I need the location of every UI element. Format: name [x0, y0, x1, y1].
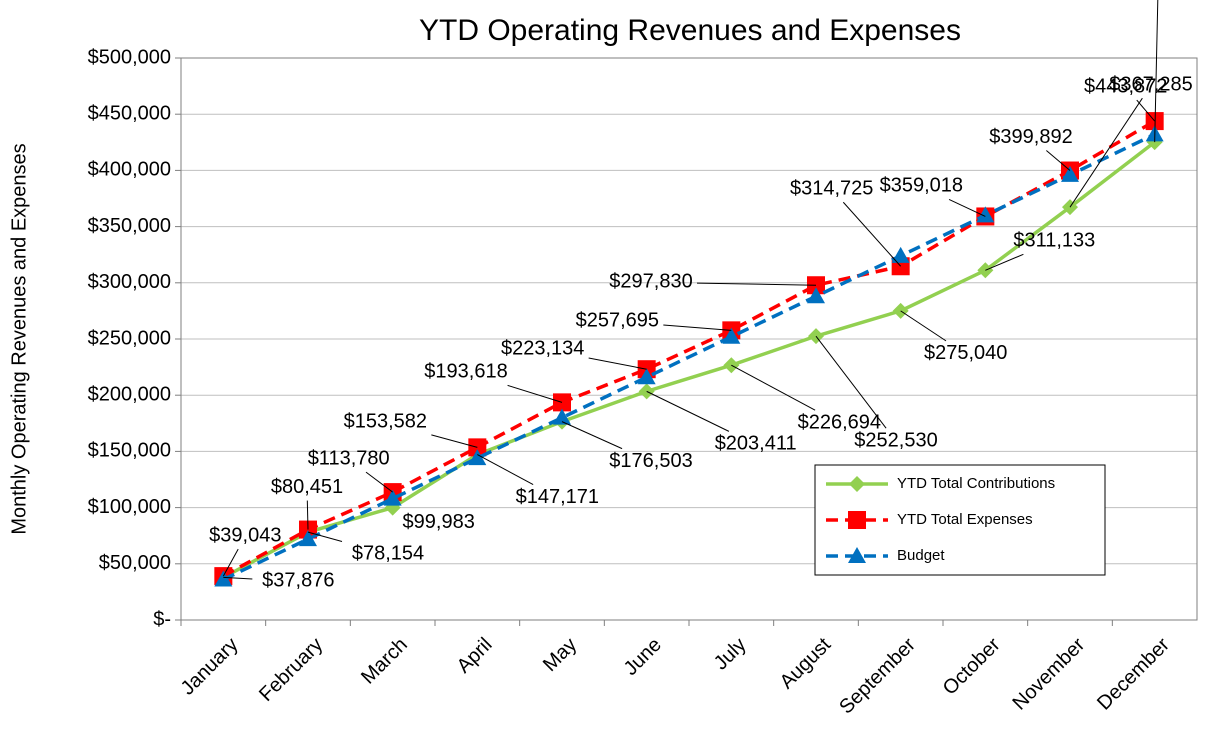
data-label: $443,872	[1084, 75, 1167, 97]
data-label: $297,830	[609, 271, 692, 293]
leader-line	[588, 357, 647, 370]
leader-line	[1154, 0, 1159, 143]
data-point	[383, 489, 402, 506]
data-label: $147,171	[516, 486, 599, 508]
leader-line	[985, 253, 1024, 271]
leader-line	[948, 199, 986, 217]
legend-label: YTD Total Expenses	[897, 511, 1033, 528]
x-tick-label: January	[177, 634, 243, 700]
x-tick-label: September	[835, 633, 920, 718]
data-label: $252,530	[854, 429, 937, 451]
data-label: $367,285	[1109, 73, 1192, 95]
y-tick-label: $50,000	[99, 552, 171, 574]
x-tick-label: August	[776, 633, 836, 693]
data-label: $314,725	[790, 178, 873, 200]
legend-label: YTD Total Contributions	[897, 475, 1055, 492]
leader-line	[663, 324, 732, 331]
x-tick-label: February	[255, 634, 327, 706]
y-tick-label: $-	[153, 608, 171, 630]
leader-line	[307, 531, 343, 542]
leader-line	[507, 384, 563, 403]
x-tick-label: July	[710, 634, 751, 675]
data-point	[891, 246, 910, 263]
legend-marker	[848, 547, 866, 563]
leader-line	[842, 201, 902, 267]
data-point	[976, 206, 995, 223]
data-point	[553, 408, 571, 425]
data-label: $37,876	[262, 570, 334, 592]
leader-line	[431, 434, 478, 448]
y-tick-label: $350,000	[88, 215, 171, 237]
leader-line	[900, 310, 947, 342]
x-tick-label: November	[1008, 633, 1089, 714]
leader-line	[1136, 99, 1156, 122]
x-tick-label: October	[939, 633, 1005, 699]
series-line	[222, 140, 1156, 579]
leader-line	[731, 364, 816, 411]
data-label: $223,134	[501, 337, 584, 359]
data-point	[214, 570, 233, 587]
leader-line	[646, 390, 730, 432]
data-point	[299, 530, 317, 547]
data-point	[807, 287, 825, 304]
data-point	[468, 449, 487, 466]
leader-line	[223, 576, 253, 580]
data-label: $203,411	[715, 433, 797, 455]
x-tick-label: May	[539, 634, 581, 676]
data-point	[1061, 165, 1079, 182]
y-tick-label: $250,000	[88, 327, 171, 349]
leader-line	[1069, 97, 1143, 208]
x-tick-label: June	[620, 634, 666, 680]
chart-title: YTD Operating Revenues and Expenses	[419, 14, 961, 47]
x-tick-label: March	[357, 634, 412, 689]
data-label: $193,618	[424, 361, 507, 383]
legend-label: Budget	[897, 547, 945, 564]
data-label: $176,503	[609, 450, 692, 472]
data-label: $99,983	[403, 511, 475, 533]
data-label: $153,582	[344, 411, 427, 433]
legend: YTD Total Contributions YTD Total Expense…	[814, 464, 1106, 576]
leader-line	[477, 454, 534, 486]
data-point	[722, 327, 741, 344]
y-tick-label: $400,000	[88, 159, 171, 181]
leader-line	[1046, 150, 1071, 171]
data-point	[637, 368, 656, 385]
y-tick-label: $500,000	[88, 46, 171, 68]
y-tick-label: $150,000	[88, 440, 171, 462]
leader-line	[696, 282, 817, 286]
leader-line	[561, 421, 623, 450]
data-label: $78,154	[352, 542, 424, 564]
y-tick-label: $100,000	[88, 496, 171, 518]
leader-line	[306, 500, 309, 530]
data-label: $80,451	[271, 476, 343, 498]
data-label: $359,018	[880, 175, 963, 197]
leader-line	[815, 335, 887, 429]
y-axis-label: Monthly Operating Revenues and Expenses	[8, 143, 30, 534]
data-label: $226,694	[798, 411, 881, 433]
legend-marker	[848, 511, 866, 529]
y-tick-label: $200,000	[88, 383, 171, 405]
x-tick-label: December	[1093, 633, 1174, 714]
leader-line	[222, 548, 239, 577]
data-label: $257,695	[576, 310, 659, 332]
data-label: $275,040	[924, 342, 1007, 364]
y-tick-label: $450,000	[88, 102, 171, 124]
legend-marker	[849, 476, 865, 492]
data-label: $311,133	[1013, 230, 1095, 252]
data-label: $113,780	[308, 447, 390, 469]
data-label: $39,043	[209, 524, 281, 546]
data-label: $399,892	[989, 126, 1072, 148]
leader-line	[365, 471, 393, 493]
y-tick-label: $300,000	[88, 271, 171, 293]
series-line	[222, 132, 1156, 582]
x-tick-label: April	[453, 634, 497, 678]
